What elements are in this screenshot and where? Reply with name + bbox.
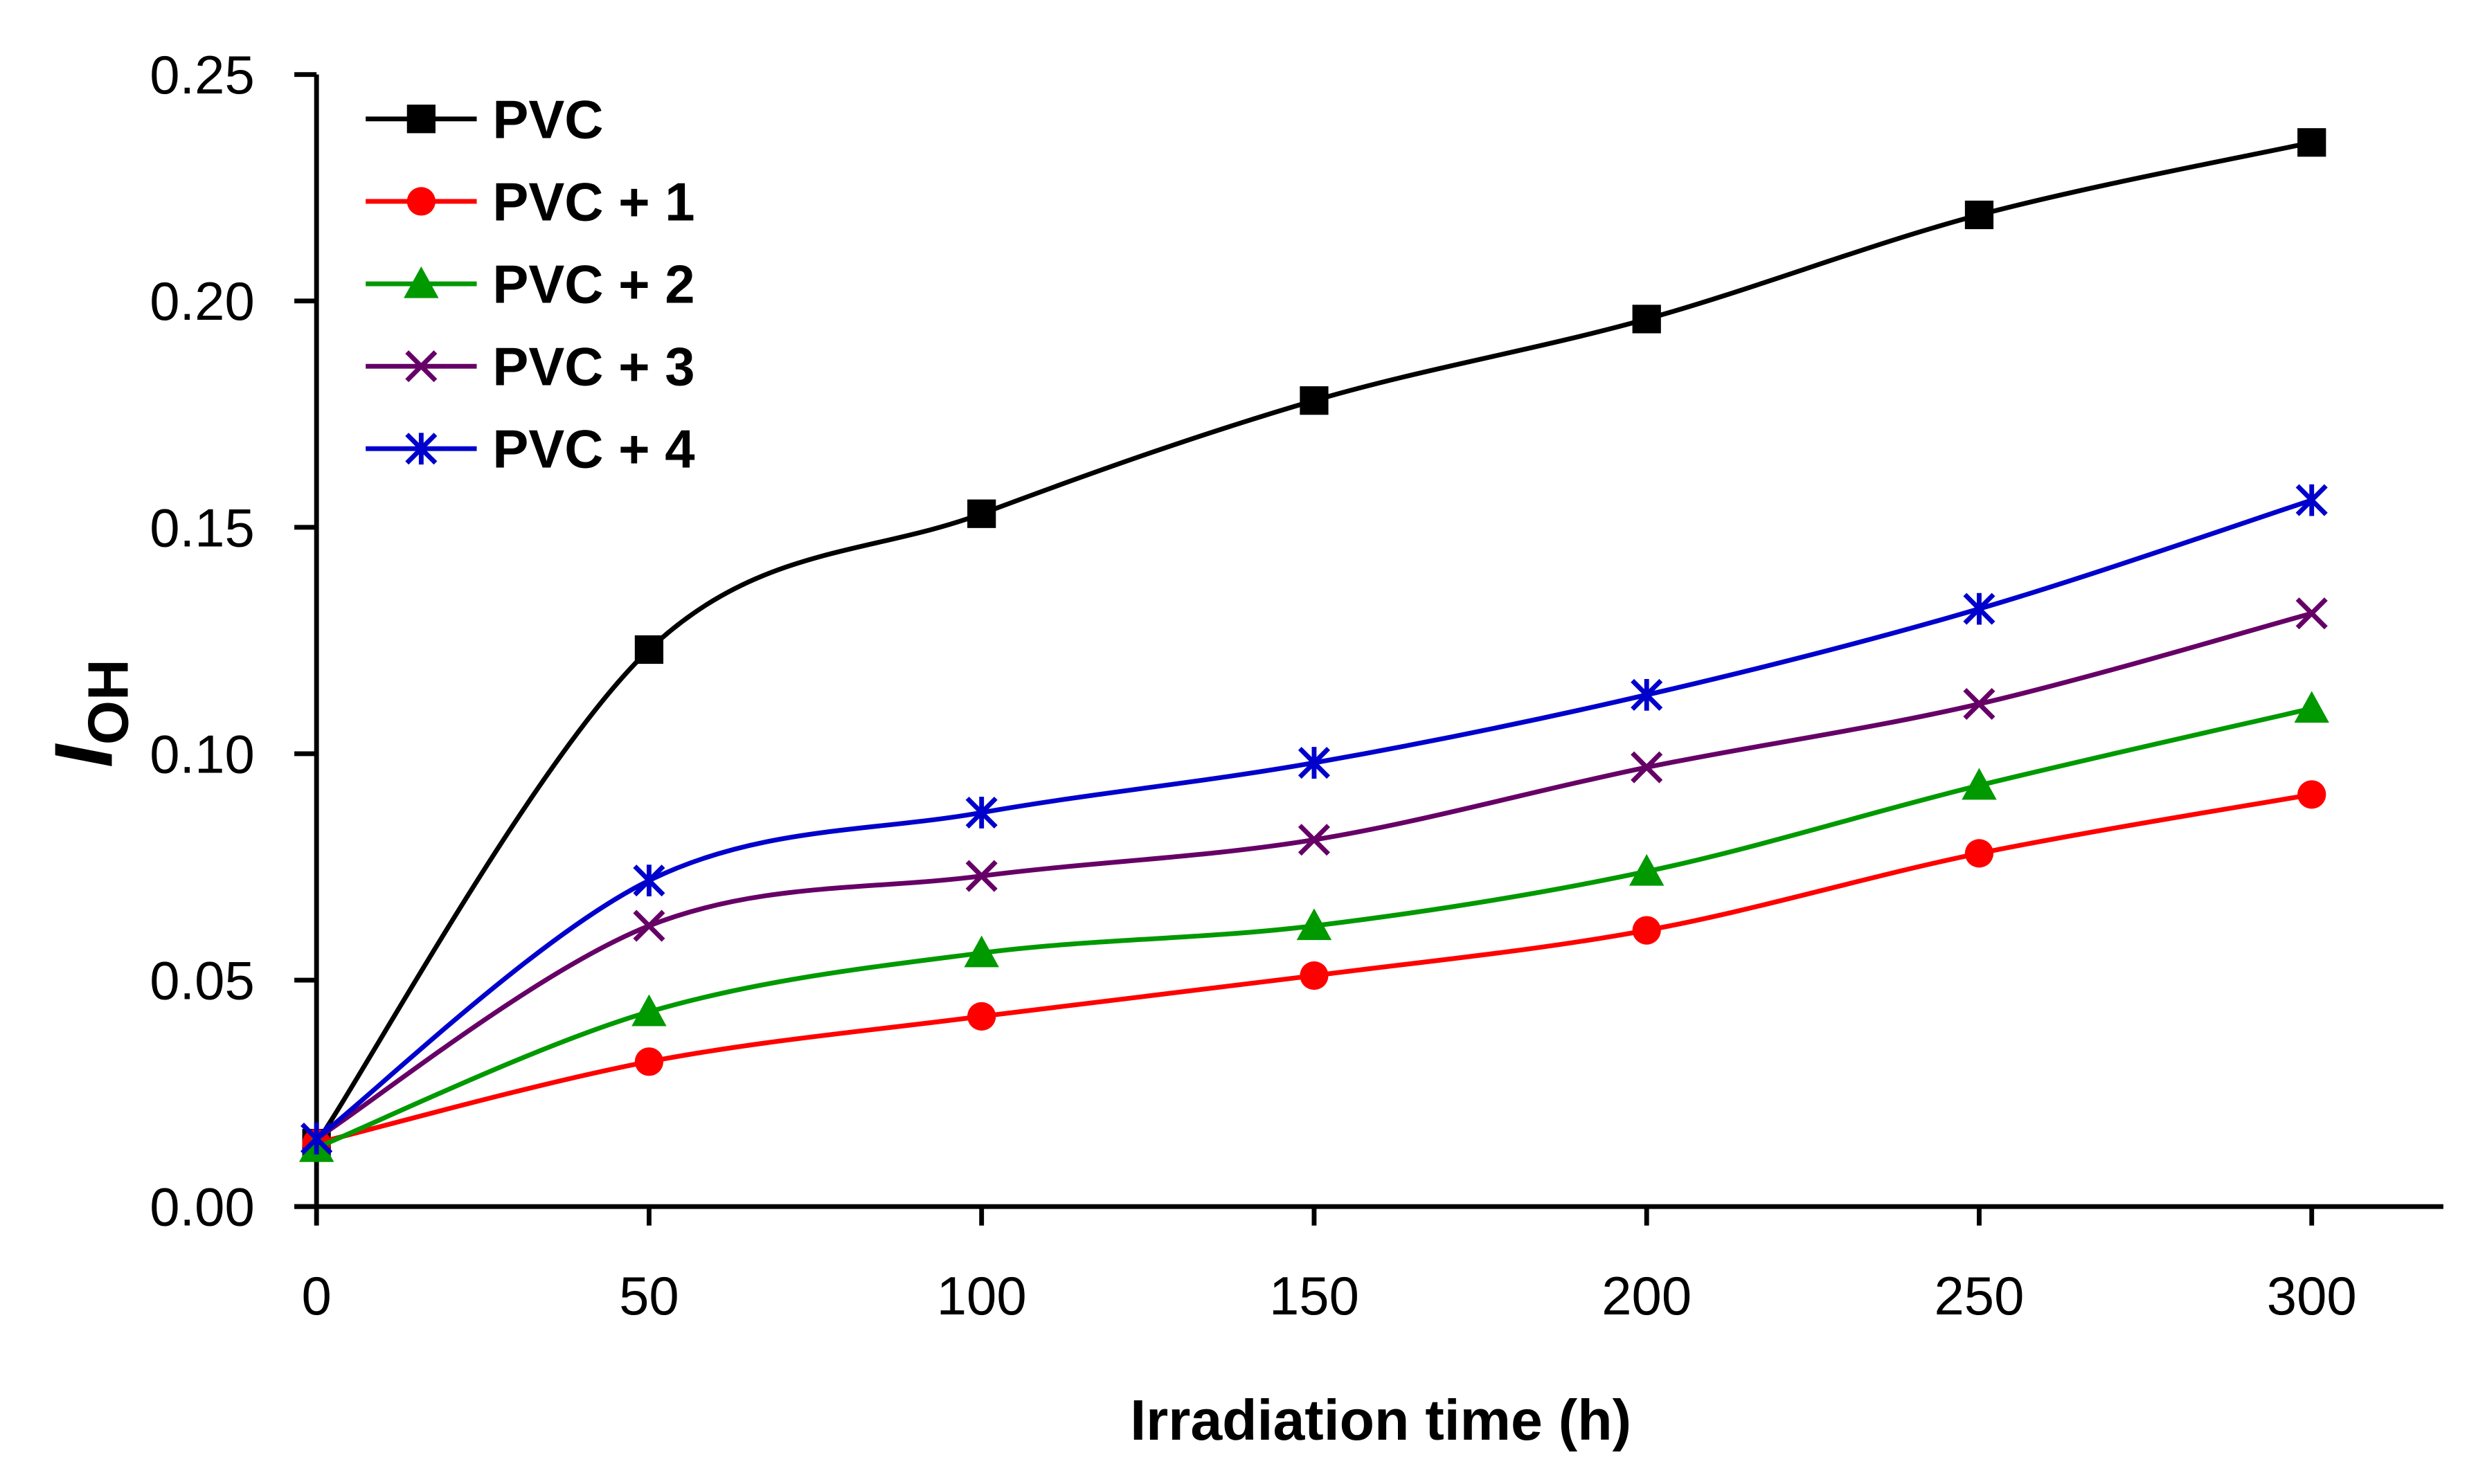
marker-triangle [1629, 853, 1665, 886]
marker-asterisk [965, 796, 998, 829]
marker-x [1963, 687, 1995, 721]
marker-x [1298, 824, 1330, 856]
legend-label: PVC + 2 [492, 254, 694, 315]
x-axis-label: Irradiation time (h) [1130, 1388, 1631, 1452]
marker-circle [967, 1002, 996, 1031]
legend-item: PVC + 4 [366, 419, 695, 480]
series-pvc-4 [300, 484, 2328, 1155]
legend-label: PVC [492, 89, 603, 150]
x-tick-label: 50 [619, 1265, 679, 1326]
y-tick-label: 0.00 [150, 1177, 255, 1238]
marker-asterisk [633, 865, 665, 897]
series-line [315, 498, 2313, 1141]
x-tick-label: 250 [1935, 1265, 2025, 1326]
legend-label: PVC + 1 [492, 171, 694, 232]
marker-asterisk [1298, 746, 1330, 779]
marker-asterisk [300, 1122, 333, 1155]
y-tick-label: 0.10 [150, 723, 255, 784]
marker-square [1300, 386, 1329, 415]
marker-square [1964, 200, 1994, 230]
x-tick-label: 100 [937, 1265, 1027, 1326]
marker-circle [1300, 961, 1329, 990]
marker-x [965, 860, 998, 892]
x-tick-label: 200 [1602, 1265, 1692, 1326]
legend-item: PVC + 2 [366, 254, 695, 315]
legend-label: PVC + 4 [492, 419, 694, 480]
y-tick-label: 0.15 [150, 497, 255, 558]
series-line [315, 610, 2313, 1141]
marker-x [633, 910, 665, 942]
marker-triangle [1962, 768, 1997, 800]
marker-circle [634, 1047, 664, 1076]
marker-triangle [2294, 691, 2329, 723]
marker-triangle [631, 994, 667, 1026]
series-pvc-2 [298, 691, 2329, 1162]
marker-asterisk [2295, 484, 2328, 516]
marker-asterisk [1631, 678, 1663, 711]
marker-triangle [964, 935, 999, 968]
marker-asterisk [1963, 592, 1995, 625]
legend-item: PVC + 1 [366, 171, 695, 232]
marker-triangle [404, 266, 439, 298]
y-axis-label-main: I [38, 743, 130, 768]
marker-circle [1632, 916, 1661, 945]
legend-label: PVC + 3 [492, 336, 694, 397]
y-tick-label: 0.20 [150, 271, 255, 332]
y-axis-label-subscript: OH [77, 659, 141, 745]
marker-circle [406, 187, 436, 216]
marker-asterisk [405, 433, 438, 465]
legend-item: PVC + 3 [366, 336, 695, 397]
marker-square [967, 499, 996, 528]
marker-square [634, 635, 664, 664]
marker-x [405, 350, 438, 383]
marker-circle [2297, 780, 2326, 809]
legend: PVC PVC + 1 PVC + 2 PVC + 3 PVC + 4 [366, 89, 695, 480]
marker-triangle [1296, 908, 1332, 941]
marker-circle [1964, 839, 1994, 868]
marker-x [2295, 597, 2328, 630]
marker-square [1632, 305, 1661, 334]
series-group [298, 128, 2329, 1162]
y-axis-label: IOH [38, 659, 141, 768]
y-tick-label: 0.05 [150, 950, 255, 1011]
marker-x [1631, 751, 1663, 784]
legend-item: PVC [366, 89, 604, 150]
x-tick-label: 0 [302, 1265, 332, 1326]
x-tick-label: 300 [2267, 1265, 2357, 1326]
y-tick-label: 0.25 [150, 44, 255, 105]
x-tick-label: 150 [1269, 1265, 1359, 1326]
axes: 0.00 0.05 0.10 0.15 0.20 0.25 0 50 100 150 200 250 3… [150, 44, 2443, 1326]
marker-square [2297, 128, 2326, 157]
marker-square [406, 105, 436, 134]
